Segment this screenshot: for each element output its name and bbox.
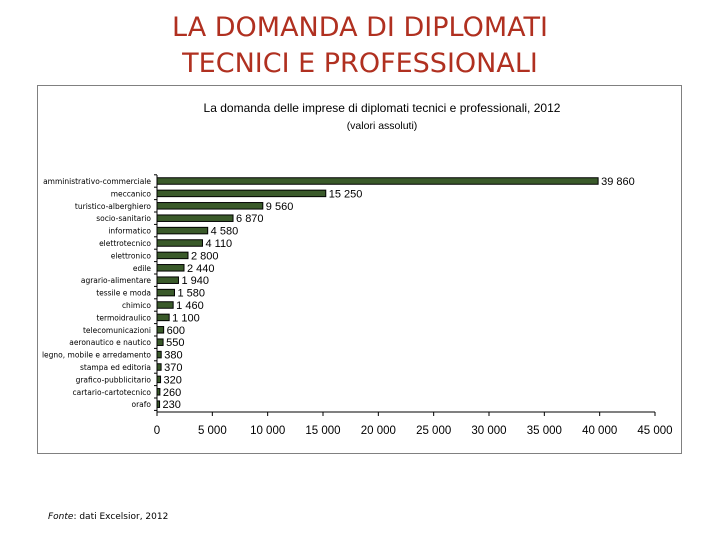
source-text: : dati Excelsior, 2012 <box>73 512 169 522</box>
category-label: agrario-alimentare <box>81 276 152 285</box>
bar <box>156 264 185 272</box>
data-label: 1 460 <box>176 300 204 312</box>
x-tick-label: 5 000 <box>198 425 227 437</box>
x-tick-label: 35 000 <box>527 425 562 437</box>
category-label: meccanico <box>111 189 152 198</box>
x-tick-label: 0 <box>154 425 160 437</box>
data-label: 39 860 <box>601 176 635 188</box>
bar <box>156 251 189 260</box>
category-label: edile <box>133 264 152 273</box>
category-label: aeronautico e nautico <box>69 338 151 347</box>
x-tick-label: 15 000 <box>305 425 340 437</box>
data-label: 320 <box>164 374 182 386</box>
slide-title: LA DOMANDA DI DIPLOMATI TECNICI E PROFES… <box>0 10 720 82</box>
data-label: 600 <box>167 325 185 337</box>
bar <box>156 375 162 384</box>
category-label: elettrotecnico <box>99 239 151 248</box>
chart-subtitle: (valori assoluti) <box>347 120 418 132</box>
data-label: 6 870 <box>236 213 264 225</box>
category-label: grafico-pubblicitario <box>76 375 152 384</box>
bar <box>156 301 174 309</box>
data-label: 1 940 <box>181 275 209 287</box>
data-label: 1 100 <box>172 312 200 324</box>
data-label: 260 <box>163 387 181 399</box>
bar <box>156 189 327 198</box>
category-label: legno, mobile e arredamento <box>42 351 151 360</box>
category-label: socio-sanitario <box>96 214 151 223</box>
data-label: 15 250 <box>329 188 363 200</box>
bar <box>156 326 165 334</box>
category-label: cartario-cartotecnico <box>72 388 151 397</box>
data-label: 2 800 <box>191 250 219 262</box>
plot-area: 0 5 000 10 000 15 000 20 000 25 000 30 000 35 0… <box>42 174 673 437</box>
x-tick-label: 40 000 <box>582 425 617 437</box>
category-label: stampa ed editoria <box>80 363 151 372</box>
bar <box>156 202 264 210</box>
data-label: 9 560 <box>266 201 294 213</box>
data-label: 230 <box>163 399 181 411</box>
bar <box>156 214 234 222</box>
category-label: orafo <box>132 400 152 409</box>
category-label: termoidraulico <box>96 313 151 322</box>
x-tick-label: 25 000 <box>416 425 451 437</box>
bar <box>156 313 170 322</box>
data-label: 370 <box>164 362 182 374</box>
category-label: elettronico <box>111 251 152 260</box>
bar <box>156 177 599 185</box>
data-label: 1 580 <box>177 288 205 300</box>
bar <box>156 363 162 371</box>
x-tick-label: 45 000 <box>637 425 672 437</box>
source-note: Fonte: dati Excelsior, 2012 <box>48 512 168 522</box>
bar <box>156 226 209 235</box>
source-label: Fonte <box>48 512 74 522</box>
category-label: chimico <box>122 301 151 310</box>
data-label: 2 440 <box>187 263 215 275</box>
data-label: 4 110 <box>205 238 232 250</box>
bar <box>156 288 175 297</box>
data-label: 380 <box>164 350 182 362</box>
bar <box>156 388 161 396</box>
slide-title-line-1: LA DOMANDA DI DIPLOMATI <box>172 12 548 43</box>
bar <box>156 276 179 284</box>
chart-title: La domanda delle imprese di diplomati te… <box>204 101 561 115</box>
bar <box>156 239 203 247</box>
category-label: tessile e moda <box>96 289 151 298</box>
data-label: 550 <box>166 337 184 349</box>
x-tick-label: 10 000 <box>250 425 285 437</box>
bar <box>156 400 161 408</box>
category-label: amministrativo-commerciale <box>43 177 151 186</box>
category-label: telecomunicazioni <box>83 326 151 335</box>
data-label: 4 580 <box>211 226 239 238</box>
slide-title-line-2: TECNICI E PROFESSIONALI <box>182 48 538 79</box>
bar <box>156 350 162 359</box>
x-tick-label: 20 000 <box>361 425 396 437</box>
chart-frame <box>37 85 682 454</box>
x-tick-label: 30 000 <box>471 425 506 437</box>
category-label: informatico <box>108 227 151 236</box>
category-label: turistico-alberghiero <box>75 202 151 211</box>
bar <box>156 338 164 346</box>
